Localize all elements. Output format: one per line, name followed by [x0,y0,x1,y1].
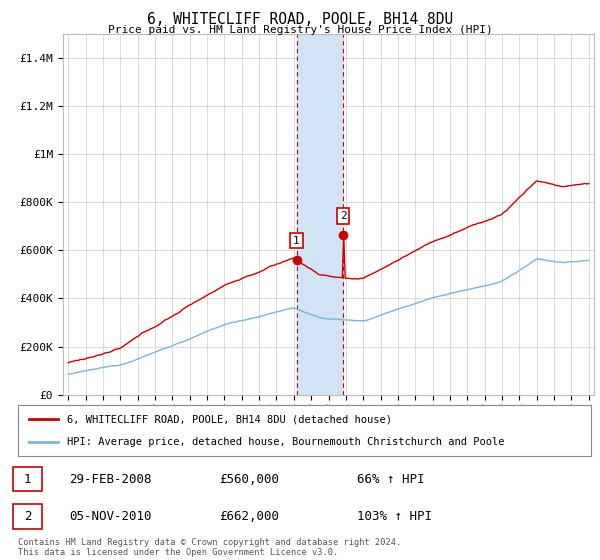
Text: 6, WHITECLIFF ROAD, POOLE, BH14 8DU: 6, WHITECLIFF ROAD, POOLE, BH14 8DU [147,12,453,27]
Text: 103% ↑ HPI: 103% ↑ HPI [357,510,432,523]
Text: £560,000: £560,000 [219,473,279,486]
Text: 1: 1 [293,236,300,246]
Text: HPI: Average price, detached house, Bournemouth Christchurch and Poole: HPI: Average price, detached house, Bour… [67,437,504,447]
Bar [296,34,343,395]
Text: £662,000: £662,000 [219,510,279,523]
Text: Price paid vs. HM Land Registry's House Price Index (HPI): Price paid vs. HM Land Registry's House … [107,25,493,35]
Text: 6, WHITECLIFF ROAD, POOLE, BH14 8DU (detached house): 6, WHITECLIFF ROAD, POOLE, BH14 8DU (det… [67,414,392,424]
Bar [13,505,42,529]
Text: 29-FEB-2008: 29-FEB-2008 [69,473,151,486]
Text: 2: 2 [24,510,31,523]
Text: 1: 1 [24,473,31,486]
Text: 66% ↑ HPI: 66% ↑ HPI [357,473,425,486]
Text: 05-NOV-2010: 05-NOV-2010 [69,510,151,523]
Text: Contains HM Land Registry data © Crown copyright and database right 2024.
This d: Contains HM Land Registry data © Crown c… [18,538,401,557]
Bar [13,467,42,492]
Text: 2: 2 [340,211,346,221]
